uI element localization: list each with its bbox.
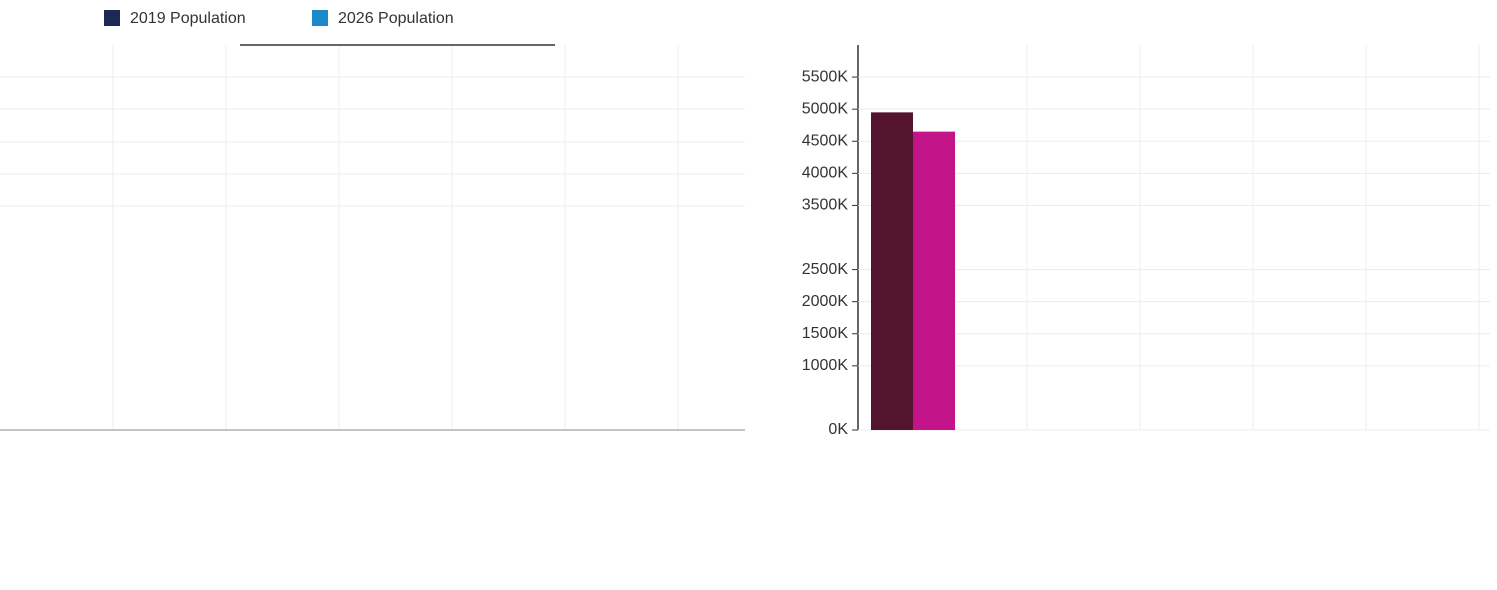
legend-label: 2026 Population (338, 10, 454, 27)
y-tick-label: 1500K (802, 325, 849, 342)
y-tick-label: 4000K (802, 165, 849, 182)
y-tick-label: 2000K (802, 293, 849, 310)
legend-swatch (312, 10, 328, 26)
left-panel-grid (0, 44, 745, 431)
y-tick-label: 5000K (802, 100, 849, 117)
y-tick-label: 0K (828, 421, 848, 438)
legend-swatch (104, 10, 120, 26)
bar (871, 112, 913, 430)
y-tick-label: 1000K (802, 357, 849, 374)
y-tick-label: 4500K (802, 132, 849, 149)
legend-label: 2019 Population (130, 10, 246, 27)
bar (913, 131, 955, 430)
y-tick-label: 5500K (802, 68, 849, 85)
right-panel-grid (1026, 45, 1480, 430)
y-tick-label: 2500K (802, 261, 849, 278)
y-tick-label: 3500K (802, 197, 849, 214)
